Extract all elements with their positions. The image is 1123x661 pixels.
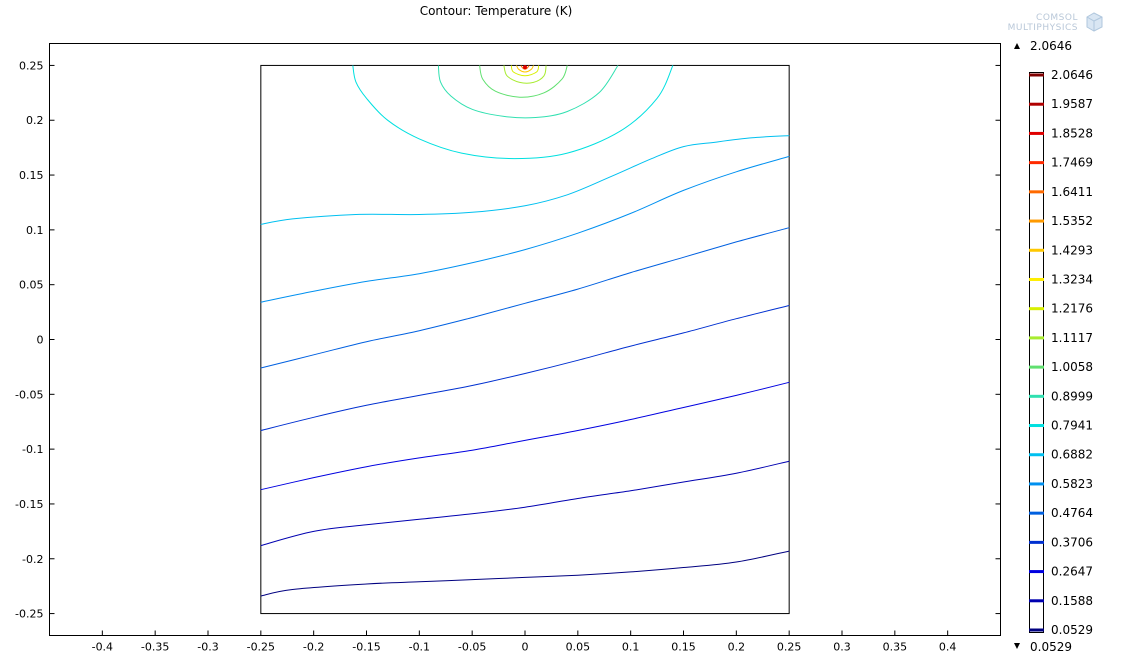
x-tick-label: -0.2 (303, 641, 324, 654)
legend-level-label: 0.0529 (1051, 623, 1093, 637)
x-tick-label: -0.05 (458, 641, 486, 654)
max-arrow-icon (1014, 43, 1020, 49)
contour-line-1.6411 (520, 65, 530, 70)
comsol-logo: COMSOL MULTIPHYSICS (1008, 12, 1103, 33)
y-tick-label: 0 (37, 334, 44, 347)
domain-boundary (260, 64, 790, 615)
x-tick-label: -0.4 (92, 641, 113, 654)
y-tick-label: -0.2 (22, 553, 43, 566)
contour-line-0.7941 (352, 65, 674, 160)
legend-level-label: 1.2176 (1051, 302, 1093, 316)
contour-line-1.0058 (479, 65, 568, 98)
legend-level-label: 0.4764 (1051, 506, 1093, 520)
legend-min-label: 0.0529 (1030, 640, 1072, 654)
legend-level-label: 0.6882 (1051, 448, 1093, 462)
legend-level-label: 1.5352 (1051, 214, 1093, 228)
contour-line-0.4764 (260, 227, 790, 369)
legend-level-label: 0.7941 (1051, 419, 1093, 433)
contour-line-0.6882 (260, 135, 790, 225)
cube-icon (1086, 12, 1103, 32)
peak-marker (523, 65, 527, 70)
legend-level-label: 0.2647 (1051, 565, 1093, 579)
y-axis: 0.25 0.2 0.15 0.1 0.05 0 -0.05 -0.1 -0.15 -0.2 -0.… (15, 59, 1001, 621)
legend-level-label: 1.0058 (1051, 360, 1093, 374)
y-tick-label: -0.1 (22, 443, 43, 456)
contour-line-1.2176 (510, 65, 540, 77)
contour-line-1.4293 (516, 65, 534, 73)
y-tick-label: -0.05 (15, 388, 43, 401)
contour-lines (260, 65, 790, 597)
x-tick-label: -0.25 (247, 641, 275, 654)
x-tick-label: -0.15 (352, 641, 380, 654)
min-arrow-icon (1014, 643, 1020, 649)
legend-level-label: 1.8528 (1051, 126, 1093, 140)
plot-frame (49, 43, 1001, 636)
logo-line2: MULTIPHYSICS (1008, 23, 1078, 33)
legend-level-label: 1.9587 (1051, 97, 1093, 111)
legend-level-label: 0.8999 (1051, 389, 1093, 403)
contour-line-1.1117 (503, 65, 547, 84)
y-tick-label: -0.15 (15, 498, 43, 511)
contour-line-0.0529 (260, 550, 790, 597)
x-tick-label: 0.2 (728, 641, 746, 654)
x-axis: -0.4 -0.35 -0.3 -0.25 -0.2 -0.15 -0.1 -0.05 0 0.0… (92, 630, 957, 654)
x-tick-label: 0 (522, 641, 529, 654)
x-tick-label: 0.3 (833, 641, 851, 654)
x-tick-label: 0.25 (777, 641, 802, 654)
chart-title: Contour: Temperature (K) (420, 4, 573, 18)
contour-line-0.5823 (260, 155, 790, 303)
legend-level-label: 1.1117 (1051, 331, 1093, 345)
y-tick-label: 0.05 (19, 279, 44, 292)
x-tick-label: 0.35 (883, 641, 908, 654)
legend-bar (1029, 72, 1044, 633)
x-tick-label: -0.35 (141, 641, 169, 654)
x-tick-label: -0.3 (197, 641, 218, 654)
x-tick-label: 0.15 (671, 641, 696, 654)
x-tick-label: 0.1 (622, 641, 640, 654)
logo-line1: COMSOL (1036, 13, 1078, 23)
contour-line-0.8999 (437, 65, 619, 119)
color-legend: 2.0646 0.0529 2.0646 1.9587 1.8528 1.7469 1.… (1014, 39, 1093, 654)
y-tick-label: -0.25 (15, 608, 43, 621)
legend-level-label: 2.0646 (1051, 68, 1093, 82)
legend-levels: 2.0646 1.9587 1.8528 1.7469 1.6411 1.5352 1.42… (1029, 68, 1093, 637)
legend-level-label: 1.7469 (1051, 156, 1093, 170)
legend-level-label: 0.1588 (1051, 594, 1093, 608)
y-tick-label: 0.1 (26, 224, 44, 237)
legend-level-label: 1.4293 (1051, 243, 1093, 257)
legend-max-label: 2.0646 (1030, 39, 1072, 53)
x-tick-label: 0.05 (566, 641, 591, 654)
peak-dot (523, 65, 527, 70)
contour-line-0.2647 (260, 381, 790, 491)
contour-line-0.1588 (260, 460, 790, 547)
x-tick-label: 0.4 (939, 641, 957, 654)
legend-level-label: 0.5823 (1051, 477, 1093, 491)
legend-level-label: 0.3706 (1051, 535, 1093, 549)
legend-level-label: 1.6411 (1051, 185, 1093, 199)
y-tick-label: 0.15 (19, 169, 44, 182)
legend-level-label: 1.3234 (1051, 272, 1093, 286)
y-tick-label: 0.2 (26, 114, 44, 127)
contour-line-0.3706 (260, 305, 790, 431)
y-tick-label: 0.25 (19, 59, 44, 72)
x-tick-label: -0.1 (409, 641, 430, 654)
